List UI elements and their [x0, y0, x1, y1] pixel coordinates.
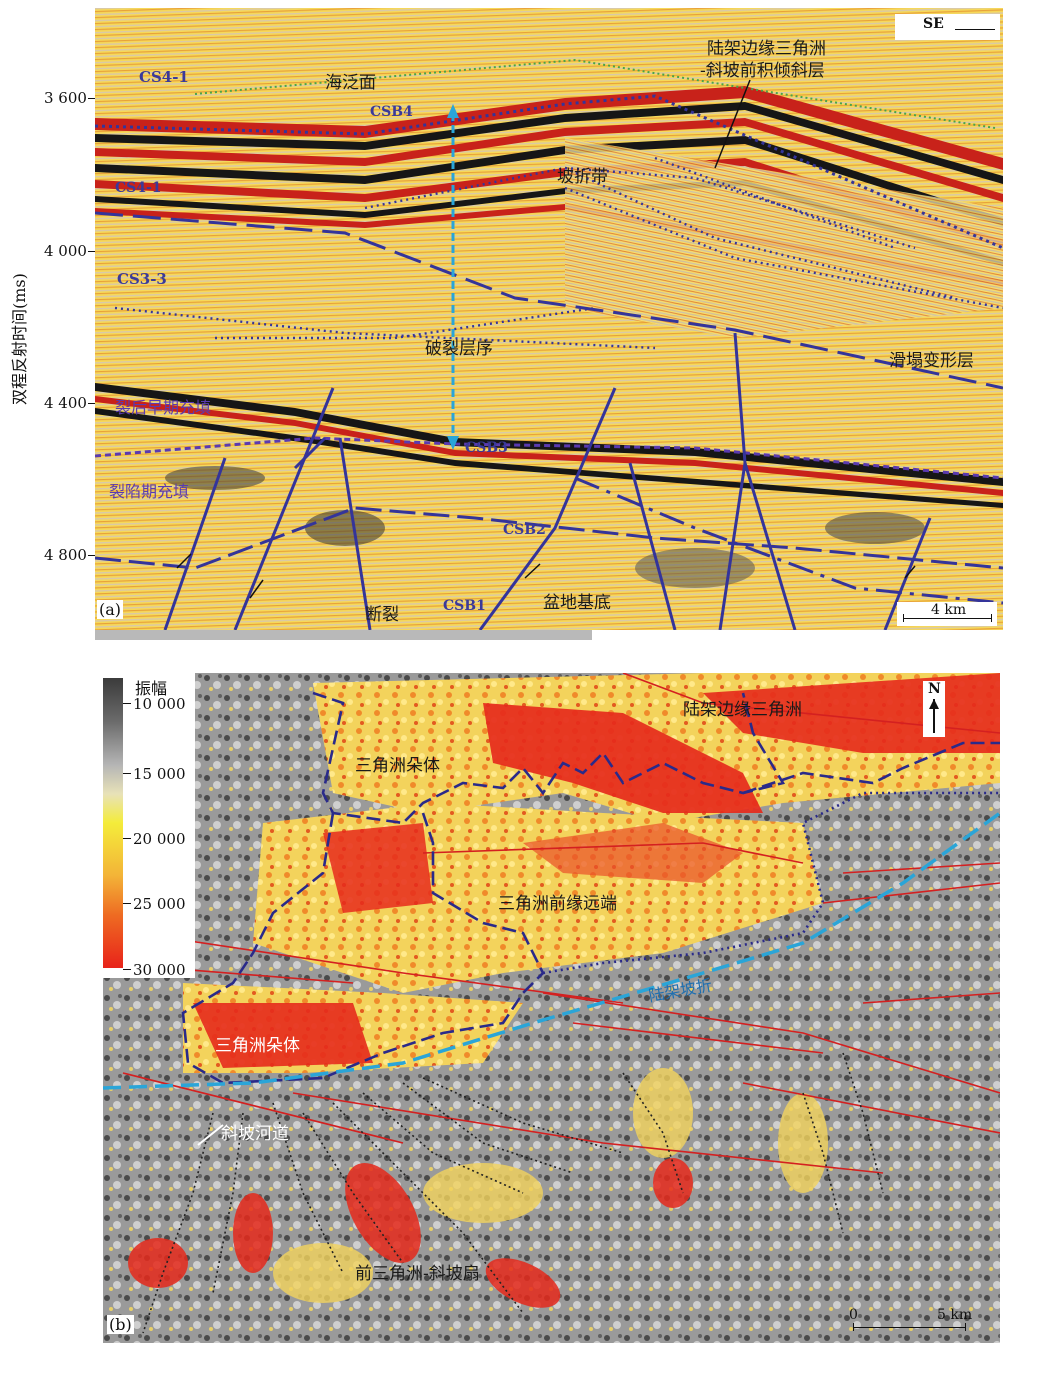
- seismic-section-image: [95, 8, 1003, 630]
- y-tickmark-4000: [88, 251, 95, 252]
- panel-label-a: (a): [97, 600, 124, 619]
- label-breakup-sequence: 破裂层序: [425, 339, 493, 359]
- legend-tickmark-1: [123, 773, 131, 774]
- label-csb1: CSB1: [443, 598, 486, 614]
- label-basin-basement: 盆地基底: [543, 593, 611, 613]
- label-delta-lobe-2: 三角洲朵体: [215, 1036, 300, 1056]
- y-tick-4400: 4 400: [44, 394, 87, 412]
- label-post-rift-fill: 裂后早期充填: [115, 398, 212, 417]
- label-shelf-delta-1: 陆架边缘三角洲: [707, 39, 826, 59]
- label-shelf-delta-2: -斜坡前积倾斜层: [700, 61, 825, 81]
- label-slope-channel: 斜坡河道: [221, 1124, 289, 1144]
- direction-label: SE: [923, 16, 944, 32]
- north-arrowhead-icon: [929, 699, 939, 709]
- label-cs4-1: CS4-1: [139, 68, 189, 86]
- label-sea-level: 海泛面: [325, 73, 376, 93]
- label-fault: 断裂: [365, 605, 399, 625]
- label-rift-fill: 裂陷期充填: [109, 482, 190, 501]
- y-tickmark-4800: [88, 555, 95, 556]
- legend-tick-20000: 20 000: [133, 830, 186, 848]
- legend-tick-15000: 15 000: [133, 765, 186, 783]
- panel-label-b: (b): [107, 1315, 134, 1334]
- label-delta-lobe-1: 三角洲朵体: [355, 756, 440, 776]
- label-shelf-margin-delta: 陆架边缘三角洲: [683, 700, 802, 720]
- label-csb4: CSB4: [370, 104, 413, 120]
- scale-bar-b-text: 5 km: [937, 1307, 973, 1323]
- label-cs4-1-lower: CS4-1: [115, 180, 162, 196]
- y-tick-3600: 3 600: [44, 89, 87, 107]
- y-axis-label: 双程反射时间(ms): [10, 273, 29, 405]
- y-tickmark-3600: [88, 98, 95, 99]
- scale-bar-b-zero: 0: [849, 1307, 858, 1323]
- legend-tickmark-0: [123, 703, 131, 704]
- scale-bar-a: 4 km: [897, 602, 997, 626]
- seismic-section-panel: CS4-1 海泛面 陆架边缘三角洲 -斜坡前积倾斜层 CSB4 CS4-1 坡折…: [95, 8, 1003, 630]
- y-tick-4800: 4 800: [44, 546, 87, 564]
- north-label: N: [928, 681, 941, 697]
- panel-a-bottom-strip: [95, 630, 592, 640]
- strong-reflector-band: [95, 86, 1003, 286]
- amplitude-map-panel: 陆架边缘三角洲 三角洲朵体 三角洲前缘远端 三角洲朵体 陆架坡折 斜坡河道 前三…: [103, 673, 1000, 1343]
- label-delta-front-distal: 三角洲前缘远端: [498, 894, 617, 914]
- fault-lines: [163, 332, 932, 630]
- scale-bar-a-text: 4 km: [931, 602, 967, 618]
- legend-tick-10000: 10 000: [133, 695, 186, 713]
- direction-arrow-icon: [955, 29, 995, 30]
- label-csb3: CSB3: [465, 440, 508, 456]
- lower-reflector-band: [95, 383, 1003, 508]
- y-tick-4000: 4 000: [44, 242, 87, 260]
- legend-title: 振幅: [135, 679, 168, 698]
- north-arrow: N: [923, 681, 945, 737]
- label-cs3-3: CS3-3: [117, 270, 167, 288]
- direction-box: SE: [895, 14, 1000, 40]
- scale-bar-b: 0 5 km: [845, 1307, 985, 1337]
- label-slope-break: 坡折带: [557, 167, 608, 187]
- breakup-thickness-arrow: [447, 104, 459, 450]
- north-arrow-icon: [933, 699, 935, 733]
- amplitude-colorbar: [103, 678, 123, 968]
- label-csb2: CSB2: [503, 522, 546, 538]
- legend-tickmark-2: [123, 838, 131, 839]
- y-tickmark-4400: [88, 403, 95, 404]
- label-prodelta-slope-fan: 前三角洲-斜坡扇: [355, 1264, 480, 1284]
- label-slump-layer: 滑塌变形层: [889, 351, 974, 371]
- legend-tickmark-3: [123, 903, 131, 904]
- legend-tickmark-4: [123, 969, 131, 970]
- legend-tick-30000: 30 000: [133, 961, 186, 979]
- amplitude-legend: 振幅 10 000 15 000 20 000 25 000 30 000: [103, 673, 195, 979]
- amplitude-map-image: [103, 673, 1000, 1343]
- legend-tick-25000: 25 000: [133, 895, 186, 913]
